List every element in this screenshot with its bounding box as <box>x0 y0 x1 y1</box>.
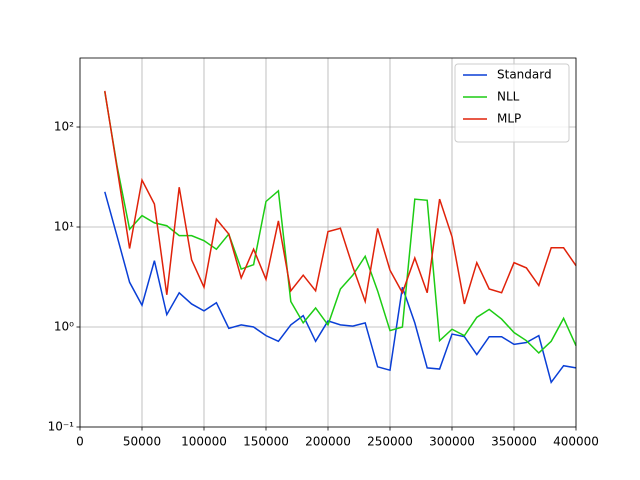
x-tick-label: 150000 <box>243 435 289 449</box>
series-line <box>104 91 577 355</box>
y-tick-label: 10¹ <box>54 220 74 234</box>
x-tick-label: 400000 <box>553 435 599 449</box>
x-tick-label: 100000 <box>181 435 227 449</box>
y-tick-label: 10² <box>54 120 74 134</box>
legend-label: MLP <box>497 112 521 126</box>
x-tick-label: 200000 <box>305 435 351 449</box>
y-tick-label: 10⁰ <box>54 320 74 334</box>
series-line <box>104 191 577 384</box>
legend-label: Standard <box>497 68 552 82</box>
x-tick-label: 0 <box>76 435 84 449</box>
x-tick-label: 350000 <box>491 435 537 449</box>
plot-frame <box>79 57 577 428</box>
legend-label: NLL <box>497 90 520 104</box>
x-tick-label: 50000 <box>123 435 161 449</box>
legend-box <box>454 63 570 143</box>
x-tick-label: 250000 <box>367 435 413 449</box>
y-tick-label: 10⁻¹ <box>48 420 75 434</box>
series-line <box>104 90 577 305</box>
x-tick-label: 300000 <box>429 435 475 449</box>
